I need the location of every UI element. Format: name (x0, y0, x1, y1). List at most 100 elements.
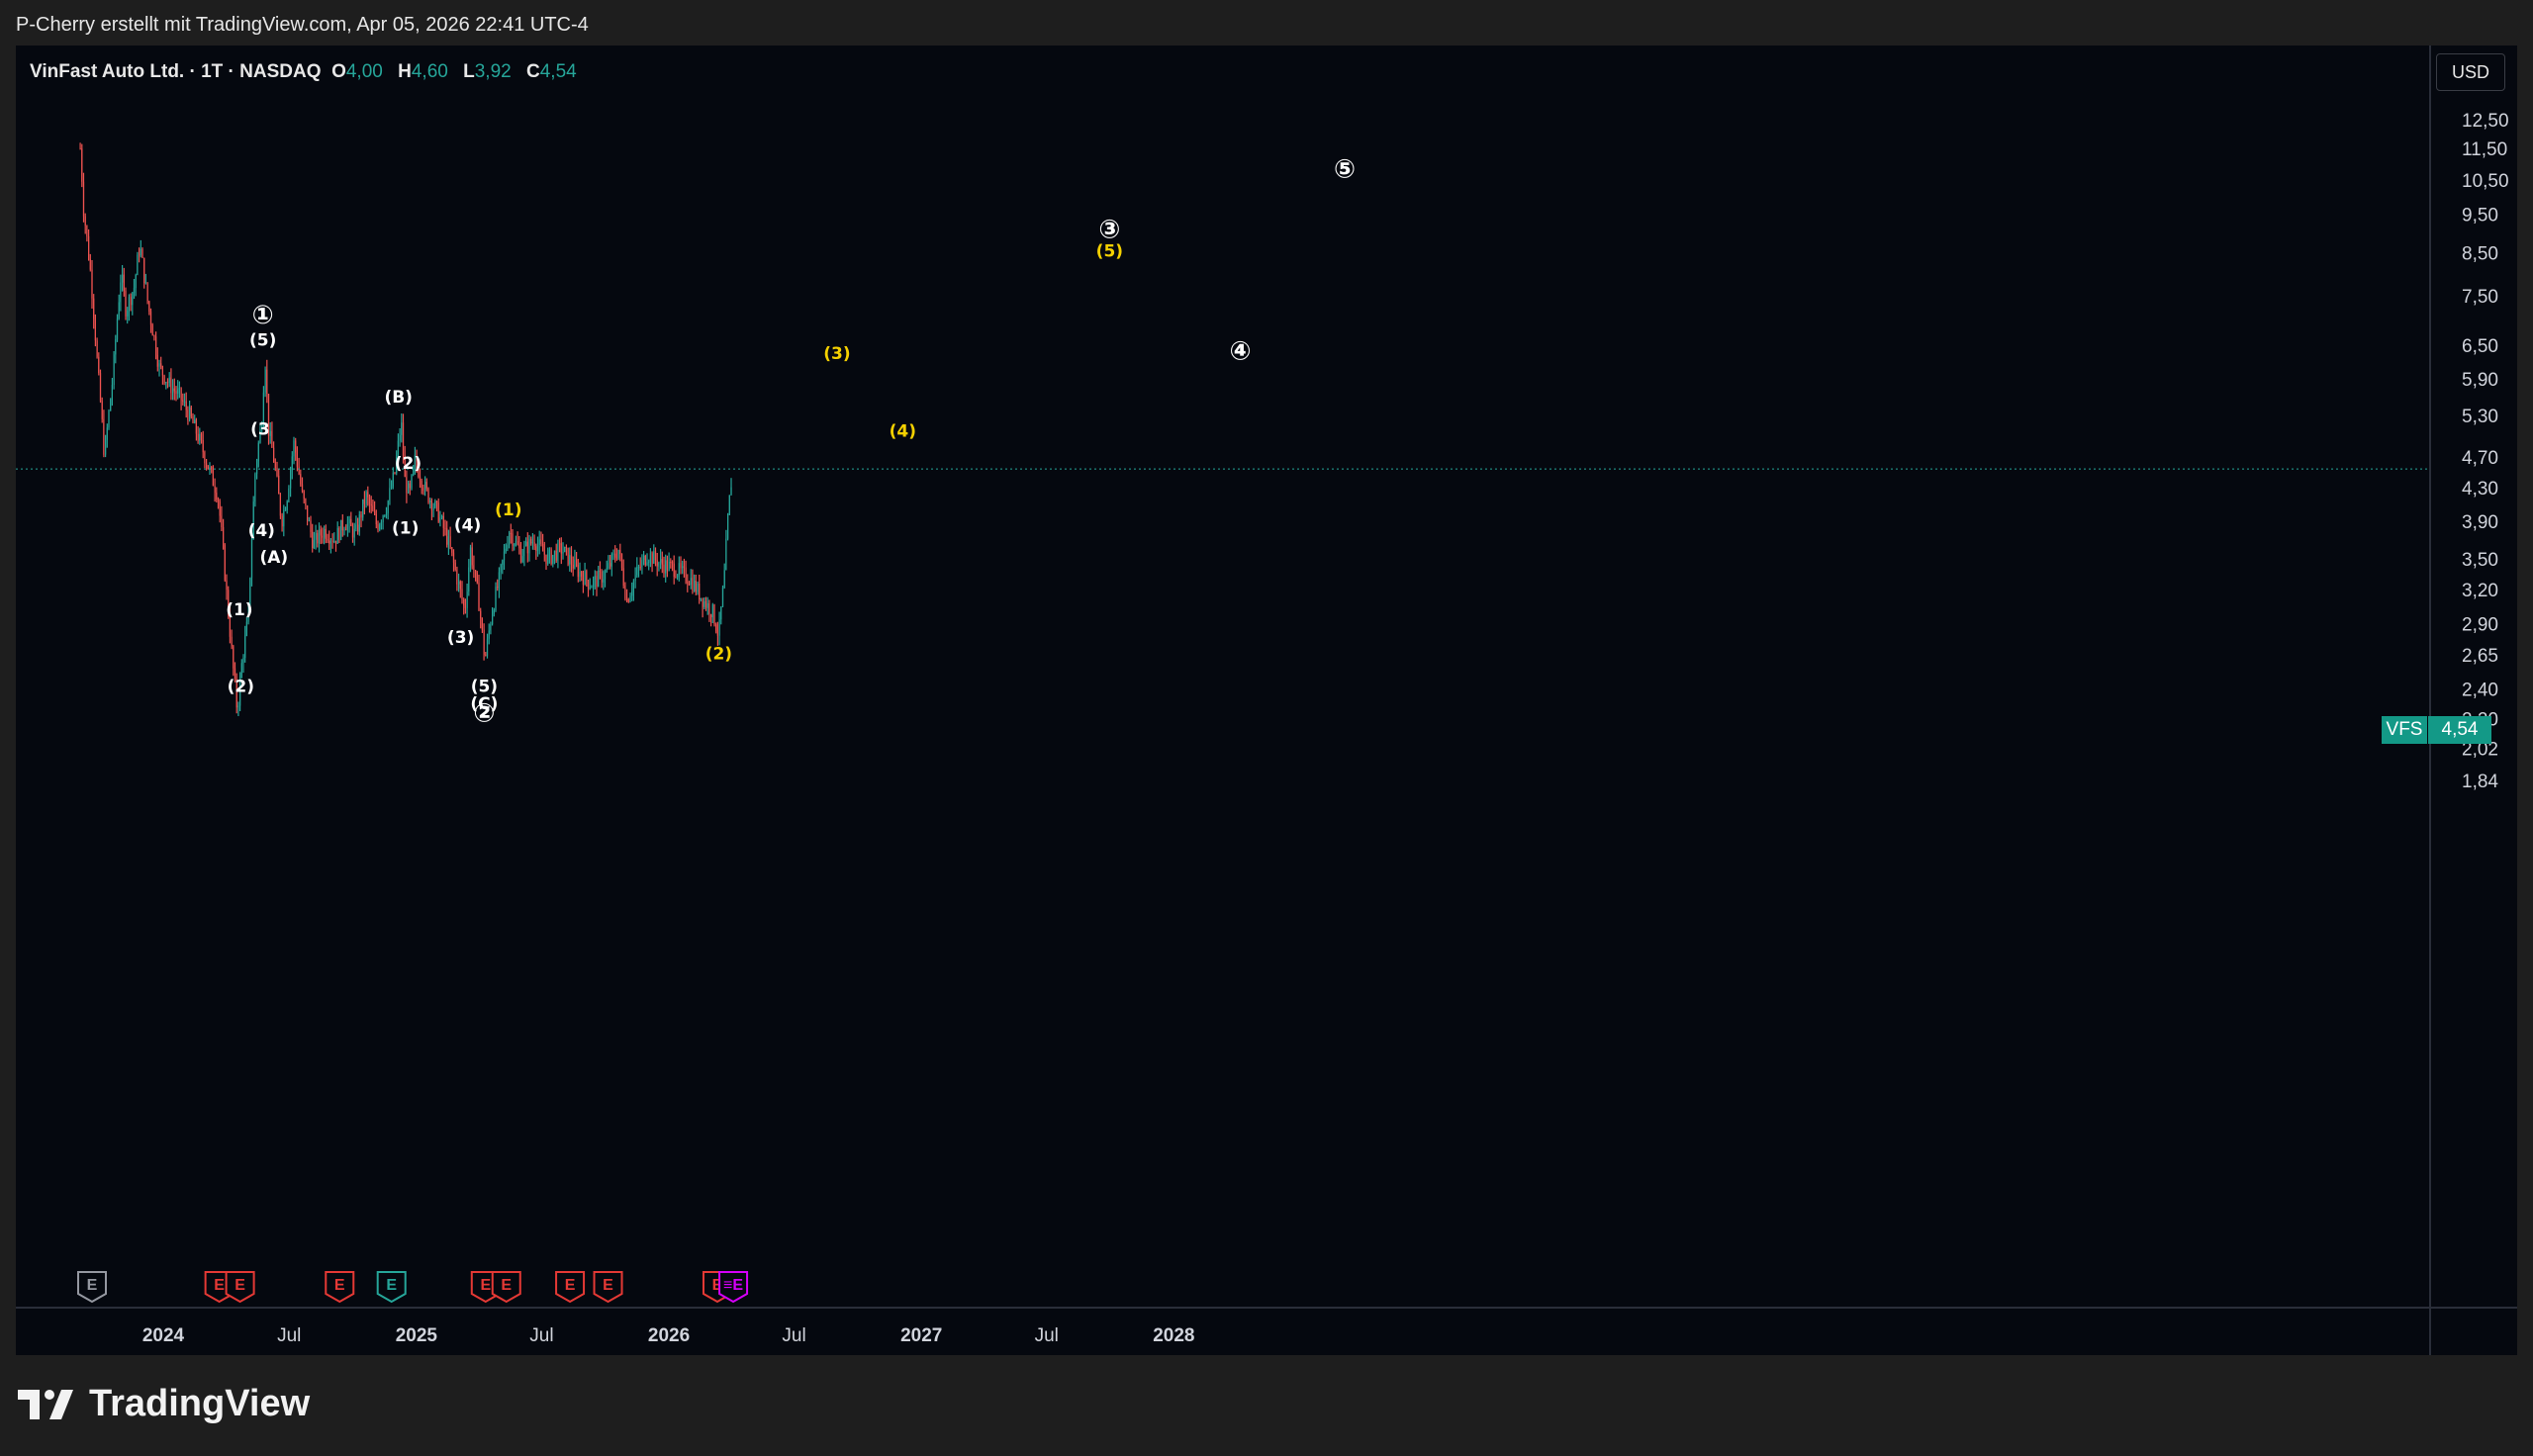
candle-body (355, 524, 357, 529)
candle (648, 559, 650, 571)
candle-body (391, 487, 393, 489)
candle-body (548, 549, 550, 555)
price-chart[interactable]: 12,50 11,50 10,50 9,50 8,50 7,50 6,50 5,90 5,30 4… (16, 46, 2517, 1355)
chart-area[interactable]: 12,50 11,50 10,50 9,50 8,50 7,50 6,50 5,90 5,30 4… (16, 46, 2517, 1355)
candle (653, 544, 655, 564)
candle-body (173, 388, 175, 392)
candle (168, 372, 170, 388)
candle (413, 465, 415, 477)
candle-body (172, 388, 174, 394)
candle-body (175, 391, 177, 394)
candle (516, 531, 518, 546)
candle (713, 603, 715, 627)
candle (490, 621, 492, 635)
candle-body (637, 567, 640, 569)
candle (432, 502, 434, 517)
candle (273, 441, 275, 463)
candle-body (704, 600, 707, 608)
candle (541, 533, 544, 552)
candle-body (223, 527, 225, 546)
candle (86, 225, 88, 242)
tradingview-logo[interactable]: TradingView (18, 1383, 310, 1425)
candle-body (512, 533, 514, 546)
candle (358, 510, 360, 536)
candle (708, 599, 710, 622)
candle (375, 509, 377, 529)
candle-body (447, 536, 449, 545)
candle (468, 559, 470, 596)
candle-body (267, 394, 270, 436)
candle-body (301, 484, 304, 492)
candle-body (128, 297, 130, 312)
candle (81, 143, 83, 188)
candle (224, 543, 226, 583)
candle-body (483, 629, 485, 655)
candle-body (509, 532, 511, 545)
candle-body (567, 547, 569, 565)
earnings-marker: E (325, 1271, 355, 1304)
candle-body (536, 545, 539, 551)
candle-body (490, 624, 492, 631)
candle-body (125, 291, 127, 317)
earnings-badge (555, 1271, 586, 1304)
candle (399, 428, 401, 447)
candle-body (631, 591, 633, 596)
candle (584, 562, 586, 586)
candle (434, 499, 436, 509)
candle (690, 569, 692, 590)
earnings-badge (491, 1271, 521, 1304)
candle (526, 532, 528, 563)
candle (219, 499, 221, 523)
candle (447, 529, 449, 555)
candle-body (98, 356, 100, 373)
candle-body (81, 148, 83, 182)
currency-button[interactable]: USD (2436, 53, 2505, 91)
wave-label: (B) (384, 388, 413, 408)
candle (204, 450, 206, 469)
candle (172, 379, 174, 401)
candle-body (555, 550, 557, 561)
candle-body (91, 269, 93, 299)
candle-body (492, 613, 494, 624)
candle (619, 543, 621, 562)
candle (247, 604, 249, 625)
candle-body (269, 430, 271, 436)
candle-body (519, 548, 522, 563)
candle (249, 577, 251, 612)
candle-body (435, 500, 438, 503)
candle-body (148, 301, 150, 312)
candle-body (394, 472, 396, 474)
y-tick-label: 2,65 (2462, 646, 2498, 667)
candle (137, 251, 139, 276)
candle-body (603, 579, 605, 583)
candle (257, 440, 259, 468)
candle (439, 510, 441, 527)
candle (709, 613, 712, 627)
candle-body (106, 427, 108, 440)
y-tick-label: 3,20 (2462, 581, 2498, 601)
candle-body (336, 528, 338, 544)
candle-body (226, 580, 228, 591)
candle (651, 551, 653, 573)
candle (153, 334, 155, 341)
candle (290, 466, 292, 498)
candle (570, 546, 573, 573)
candle (108, 409, 110, 430)
candle (141, 247, 143, 259)
candle (324, 525, 326, 545)
x-tick-label: Jul (1035, 1325, 1059, 1346)
candle (579, 562, 581, 583)
candle (229, 605, 231, 644)
candle (389, 478, 391, 505)
y-tick-label: 12,50 (2462, 111, 2509, 132)
candle (685, 560, 687, 585)
candle (293, 436, 295, 465)
symbol-legend: VinFast Auto Ltd. · 1T · NASDAQ O4,00 H4… (30, 61, 587, 83)
candle (170, 368, 172, 401)
candle-body (116, 318, 119, 340)
candle-body (644, 556, 646, 565)
low-label: L (463, 61, 475, 82)
candle (281, 512, 283, 532)
candle-body (389, 488, 391, 501)
wave-label: ② (473, 698, 495, 728)
